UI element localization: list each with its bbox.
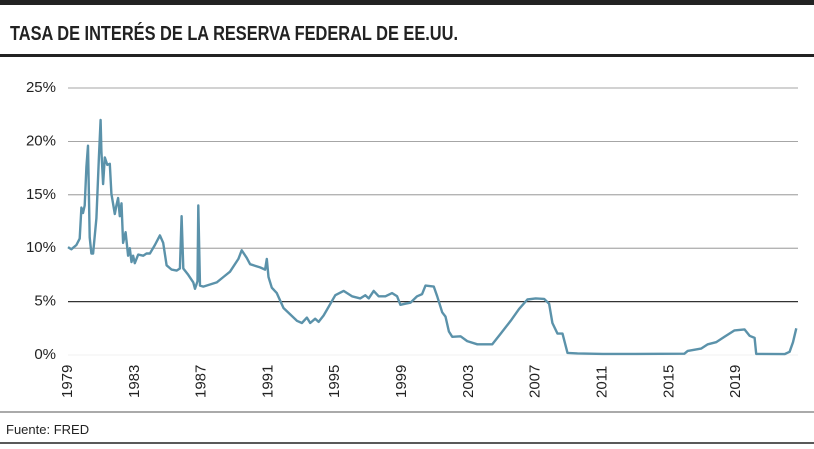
title-rule bbox=[0, 54, 814, 57]
source: Fuente: FRED bbox=[6, 422, 89, 437]
y-tick-label: 0% bbox=[34, 346, 56, 363]
y-tick-label: 15% bbox=[26, 186, 56, 203]
rate-line bbox=[67, 118, 798, 356]
x-tick-label: 1995 bbox=[326, 365, 343, 398]
x-tick-label: 1991 bbox=[259, 365, 276, 398]
x-tick-label: 2015 bbox=[660, 365, 677, 398]
x-tick-label: 2011 bbox=[594, 366, 611, 398]
x-tick-label: 1983 bbox=[126, 365, 143, 398]
x-tick-label: 1979 bbox=[59, 365, 76, 398]
y-tick-label: 5% bbox=[34, 293, 56, 310]
x-tick-label: 2019 bbox=[727, 365, 744, 398]
chart-title: TASA DE INTERÉS DE LA RESERVA FEDERAL DE… bbox=[10, 22, 458, 45]
x-tick-label: 1999 bbox=[393, 365, 410, 398]
y-tick-label: 20% bbox=[26, 132, 56, 149]
x-tick-label: 2007 bbox=[527, 365, 544, 398]
y-tick-label: 10% bbox=[26, 239, 56, 256]
x-tick-label: 2003 bbox=[460, 365, 477, 398]
x-tick-label: 1987 bbox=[193, 365, 210, 398]
y-tick-label: 25% bbox=[26, 79, 56, 96]
top-bar bbox=[0, 0, 814, 5]
